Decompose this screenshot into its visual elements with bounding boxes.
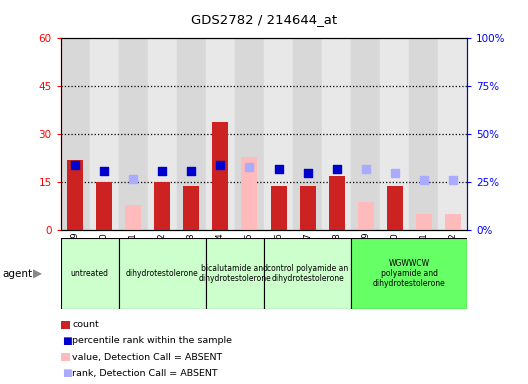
Bar	[445, 214, 461, 230]
Bar	[357, 202, 374, 230]
Bar	[386, 185, 403, 230]
Bar	[235, 38, 264, 230]
Bar	[177, 38, 206, 230]
Bar	[438, 38, 467, 230]
Bar	[293, 38, 322, 230]
Bar	[125, 205, 142, 230]
Bar	[270, 185, 287, 230]
Bar	[96, 182, 112, 230]
Text: dihydrotestolerone: dihydrotestolerone	[126, 269, 199, 278]
Point	[187, 168, 196, 174]
Bar	[416, 214, 432, 230]
Bar	[409, 38, 438, 230]
Bar	[322, 38, 351, 230]
Text: ▶: ▶	[33, 267, 42, 280]
Text: agent: agent	[3, 268, 33, 279]
Text: count: count	[72, 320, 99, 329]
Point	[303, 170, 312, 176]
Text: control polyamide an
dihydrotestolerone: control polyamide an dihydrotestolerone	[267, 264, 348, 283]
Point	[420, 177, 428, 184]
Bar	[206, 38, 235, 230]
Bar	[299, 185, 316, 230]
Point	[391, 170, 399, 176]
Point	[449, 177, 457, 184]
Text: rank, Detection Call = ABSENT: rank, Detection Call = ABSENT	[72, 369, 218, 378]
Bar	[148, 38, 177, 230]
Bar	[241, 157, 258, 230]
Bar	[61, 238, 119, 309]
Bar	[61, 38, 90, 230]
Bar	[154, 182, 171, 230]
Bar	[380, 38, 409, 230]
Bar	[119, 238, 206, 309]
Point	[333, 166, 341, 172]
Point	[361, 166, 370, 172]
Point	[245, 164, 254, 170]
Bar	[67, 160, 83, 230]
Text: WGWWCW
polyamide and
dihydrotestolerone: WGWWCW polyamide and dihydrotestolerone	[373, 259, 446, 288]
Bar	[119, 38, 148, 230]
Point	[71, 162, 80, 168]
Bar	[206, 238, 264, 309]
Point	[129, 175, 137, 182]
Text: bicalutamide and
dihydrotestolerone: bicalutamide and dihydrotestolerone	[199, 264, 271, 283]
Point	[158, 168, 167, 174]
Bar	[264, 238, 351, 309]
Text: ■: ■	[62, 336, 71, 346]
Point	[275, 166, 283, 172]
Bar	[183, 185, 200, 230]
Text: percentile rank within the sample: percentile rank within the sample	[72, 336, 232, 346]
Bar	[212, 122, 229, 230]
Point	[216, 162, 225, 168]
Bar	[264, 38, 293, 230]
Bar	[351, 238, 467, 309]
Point	[100, 168, 109, 174]
Bar	[351, 38, 380, 230]
Text: ■: ■	[62, 368, 71, 378]
Text: value, Detection Call = ABSENT: value, Detection Call = ABSENT	[72, 353, 223, 362]
Bar	[90, 38, 119, 230]
Text: GDS2782 / 214644_at: GDS2782 / 214644_at	[191, 13, 337, 26]
Bar	[328, 176, 345, 230]
Text: untreated: untreated	[71, 269, 109, 278]
